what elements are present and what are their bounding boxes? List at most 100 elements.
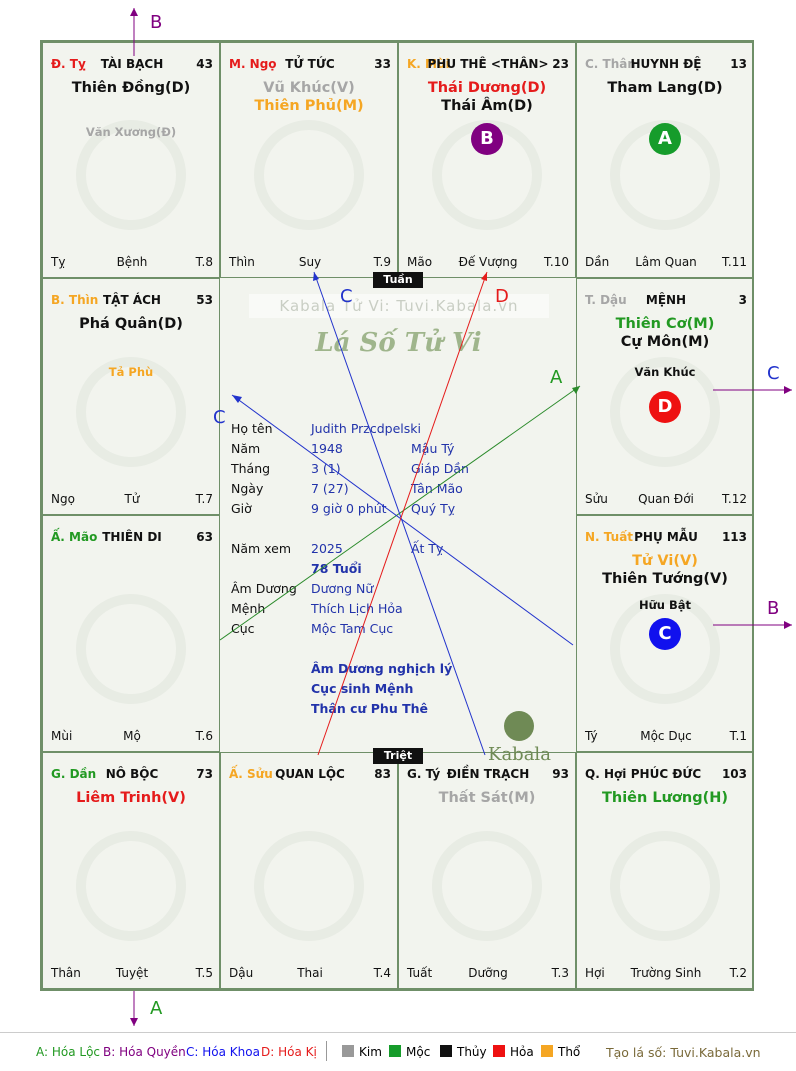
info-value: Mộc Tam Cục	[311, 621, 394, 636]
transformation-circle: D	[649, 391, 681, 423]
legend-element: Hỏa	[493, 1045, 534, 1059]
arrow-bottom-label: A	[150, 998, 163, 1019]
minor-star: Tả Phù	[108, 365, 154, 379]
footer-term: T.8	[195, 255, 213, 269]
info-value: 2025	[311, 541, 343, 556]
transformation-circle: A	[649, 123, 681, 155]
info-value-2: Mậu Tý	[411, 441, 455, 456]
palace-cell: Ấ. Mão THIÊN DI 63 Mùi Mộ T.6	[42, 515, 220, 752]
line-c-left	[231, 394, 574, 646]
info-label: Tháng	[231, 461, 271, 476]
info-value: 3 (1)	[311, 461, 341, 476]
minor-star: Văn Xương(Đ)	[85, 125, 177, 139]
footer-branch: Thìn	[229, 255, 255, 269]
footer-term: T.6	[195, 729, 213, 743]
palace-header: C. Thân HUYNH ĐỆ 13	[585, 57, 747, 73]
palace-branch: T. Dậu	[585, 293, 627, 307]
info-value: Dương Nữ	[311, 581, 374, 596]
major-stars: Phá Quân(D)	[43, 315, 219, 333]
palace-house: PHÚC ĐỨC	[630, 767, 702, 781]
footer-stage: Dưỡng	[468, 966, 508, 980]
line-c-left-head	[232, 395, 242, 403]
major-star: Vũ Khúc(V)	[263, 80, 355, 96]
major-stars: Liêm Trinh(V)	[43, 789, 219, 807]
minor-star: Văn Khúc	[634, 365, 696, 379]
palace-branch: B. Thìn	[51, 293, 99, 307]
arrow-right-c-label: C	[767, 363, 780, 384]
major-star: Cự Môn(M)	[620, 334, 710, 350]
major-star: Thái Âm(D)	[441, 98, 533, 114]
palace-age: 43	[196, 57, 213, 71]
legend-element: Thủy	[440, 1045, 487, 1059]
line-a-label: A	[550, 367, 563, 388]
palace-cell: K. Mùi PHU THÊ <THÂN> 23 Thái Dương(D) Thái …	[398, 42, 576, 278]
footer-stage: Mộc Dục	[640, 729, 692, 743]
palace-branch: N. Tuất	[585, 530, 634, 544]
arrow-right-b-head	[784, 621, 792, 629]
watermark-text: Kabala Tử Vi: Tuvi.Kabala.vn	[249, 294, 549, 318]
arrow-bottom-head	[130, 1018, 138, 1026]
palace-branch: G. Tý	[407, 767, 441, 781]
palace-cell: T. Dậu MỆNH 3 Thiên Cơ(M) Cự Môn(M) Văn Khúc D…	[576, 278, 754, 515]
major-stars: Tử Vi(V) Thiên Tướng(V)	[577, 552, 753, 588]
footer-branch: Sửu	[585, 492, 608, 506]
footer-branch: Tỵ	[51, 255, 66, 269]
info-label: Năm xem	[231, 541, 292, 556]
horoscope-chart: Đ. Tỵ TÀI BẠCH 43 Thiên Đồng(D) Văn Xương(Đ)…	[40, 40, 754, 991]
line-c-top-label: C	[340, 286, 353, 307]
footer-term: T.3	[551, 966, 569, 980]
footer-stage: Quan Đới	[638, 492, 694, 506]
palace-branch: M. Ngọ	[229, 57, 277, 71]
major-star: Tử Vi(V)	[632, 553, 698, 569]
arrow-right-b-label: B	[767, 598, 780, 619]
palace-age: 63	[196, 530, 213, 544]
element-color-swatch	[389, 1045, 401, 1057]
legend-item: C: Hóa Khoa	[186, 1045, 260, 1059]
info-value-2: Tân Mão	[411, 481, 463, 496]
palace-age: 3	[738, 293, 747, 307]
palace-age: 53	[196, 293, 213, 307]
info-label: Giờ	[231, 501, 252, 516]
element-color-swatch	[342, 1045, 354, 1057]
arrow-top-label: B	[150, 12, 163, 33]
info-label: Âm Dương	[231, 581, 297, 596]
palace-age: 23	[552, 57, 569, 71]
arrow-right-c-head	[784, 386, 792, 394]
footer-term: T.10	[544, 255, 569, 269]
legend-divider	[326, 1041, 327, 1061]
line-d-head	[481, 272, 487, 281]
info-label: Năm	[231, 441, 261, 456]
legend-element: Mộc	[389, 1045, 430, 1059]
palace-footer: Hợi Trường Sinh T.2	[585, 966, 747, 982]
footer-branch: Tuất	[407, 966, 433, 980]
footer-branch: Thân	[51, 966, 81, 980]
element-label: Thổ	[558, 1045, 581, 1059]
major-star: Liêm Trinh(V)	[76, 790, 186, 806]
palace-house: TẬT ÁCH	[103, 293, 161, 307]
info-note: Thân cư Phu Thê	[311, 701, 428, 716]
palace-footer: Thân Tuyệt T.5	[51, 966, 213, 982]
info-value: Thích Lịch Hỏa	[311, 601, 403, 616]
footer-branch: Tý	[585, 729, 598, 743]
footer-term: T.5	[195, 966, 213, 980]
info-value: 1948	[311, 441, 343, 456]
palace-header: N. Tuất PHỤ MẪU 113	[585, 530, 747, 546]
palace-header: Q. Hợi PHÚC ĐỨC 103	[585, 767, 747, 783]
palace-age: 13	[730, 57, 747, 71]
footer-term: T.11	[722, 255, 747, 269]
line-d-label: D	[495, 286, 509, 307]
legend: A: Hóa Lộc B: Hóa Quyền C: Hóa Khoa D: Hóa …	[0, 1032, 796, 1071]
zodiac-animal-watermark	[610, 830, 720, 941]
palace-footer: Thìn Suy T.9	[229, 255, 391, 271]
info-value: 7 (27)	[311, 481, 349, 496]
palace-house: PHU THÊ <THÂN>	[427, 57, 549, 71]
palace-branch: Q. Hợi	[585, 767, 627, 781]
palace-house: ĐIỀN TRẠCH	[446, 767, 530, 781]
palace-age: 33	[374, 57, 391, 71]
palace-header: B. Thìn TẬT ÁCH 53	[51, 293, 213, 309]
footer-term: T.12	[722, 492, 747, 506]
site-credit[interactable]: Tạo lá số: Tuvi.Kabala.vn	[606, 1045, 761, 1060]
transformation-circle: B	[471, 123, 503, 155]
footer-term: T.4	[373, 966, 391, 980]
zodiac-animal-watermark	[76, 593, 186, 704]
